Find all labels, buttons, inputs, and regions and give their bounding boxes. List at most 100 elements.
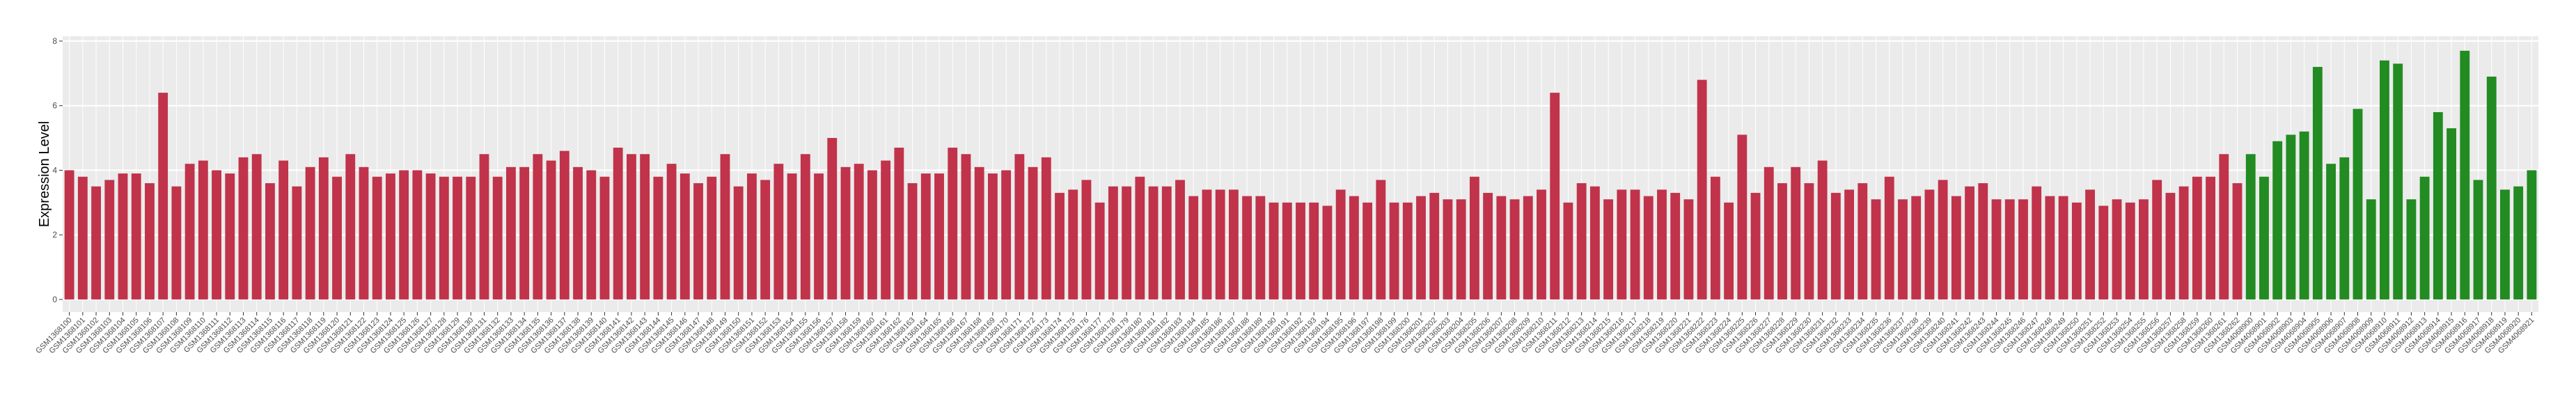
bar [2406, 199, 2417, 300]
bar [1951, 196, 1961, 300]
bar [2366, 199, 2376, 300]
bar [2500, 189, 2510, 300]
bar [1269, 202, 1279, 300]
bar [2286, 134, 2296, 300]
bar [1309, 202, 1319, 300]
bar [1296, 202, 1305, 300]
bar [519, 166, 530, 300]
bar [439, 176, 449, 300]
bar [2312, 67, 2323, 300]
bar [840, 166, 851, 300]
bar [2018, 199, 2028, 300]
bar [1844, 189, 1855, 300]
bar [2299, 131, 2309, 300]
bar [733, 186, 744, 300]
bar [987, 173, 998, 300]
bar [184, 164, 195, 300]
bar [64, 170, 74, 300]
bar [1041, 157, 1051, 300]
bar [1122, 186, 1132, 300]
y-tick-label: 0 [52, 295, 57, 304]
bar [1108, 186, 1118, 300]
bar [2032, 186, 2042, 300]
bar [1429, 192, 1440, 300]
bar [1523, 196, 1533, 300]
bar [974, 166, 984, 300]
bar [1483, 192, 1493, 300]
bar [760, 180, 771, 300]
bar [466, 176, 476, 300]
bar [492, 176, 503, 300]
bar [1603, 199, 1614, 300]
bar [1697, 79, 1707, 300]
bar [2339, 157, 2350, 300]
bar [2058, 196, 2068, 300]
bar [800, 154, 810, 300]
bar [359, 166, 369, 300]
bar [479, 154, 489, 300]
bar [1496, 196, 1507, 300]
bar [1924, 189, 1935, 300]
bar [827, 138, 838, 300]
bar [372, 176, 382, 300]
bar [1737, 134, 1748, 300]
bar [2004, 199, 2015, 300]
bar [653, 176, 663, 300]
bar [1255, 196, 1266, 300]
bar [948, 147, 958, 300]
bar [746, 173, 757, 300]
bar [412, 170, 423, 300]
bar [2112, 199, 2122, 300]
bar [1161, 186, 1172, 300]
bar [1858, 182, 1868, 300]
bar [533, 154, 543, 300]
bar [573, 166, 583, 300]
bar [1228, 189, 1239, 300]
bar [1724, 202, 1734, 300]
bar [1081, 180, 1092, 300]
bar [2460, 50, 2470, 300]
bar [1804, 182, 1814, 300]
bar [1871, 199, 1881, 300]
bar [2045, 196, 2055, 300]
bar [1938, 180, 1948, 300]
bar [2178, 186, 2189, 300]
bar [131, 173, 141, 300]
y-axis-label: Expression Level [37, 121, 52, 227]
bar [787, 173, 797, 300]
bar [1456, 199, 1466, 300]
bar [2419, 176, 2430, 300]
bar [158, 93, 168, 300]
bar [961, 154, 971, 300]
bar [145, 182, 155, 300]
bar [425, 173, 436, 300]
bar [1589, 186, 1600, 300]
bar [2165, 192, 2176, 300]
bar [2232, 182, 2243, 300]
bar [1898, 199, 1908, 300]
bar [1443, 199, 1453, 300]
bar [1550, 93, 1560, 300]
y-tick-label: 6 [52, 101, 57, 111]
bar [1830, 192, 1841, 300]
bar [2152, 180, 2162, 300]
bar [867, 170, 877, 300]
bar [693, 182, 703, 300]
bar [894, 147, 904, 300]
bar [1965, 186, 1975, 300]
bar [118, 173, 128, 300]
bar [2259, 176, 2269, 300]
bar [1978, 182, 1988, 300]
bar [707, 176, 717, 300]
bar [2433, 111, 2443, 300]
bar [2125, 202, 2135, 300]
bar [212, 170, 221, 300]
bar [399, 170, 409, 300]
bar [1322, 205, 1333, 300]
bar [2380, 60, 2389, 300]
bar [1376, 180, 1386, 300]
bar [773, 164, 784, 300]
bar [1362, 202, 1373, 300]
bar [1349, 196, 1359, 300]
